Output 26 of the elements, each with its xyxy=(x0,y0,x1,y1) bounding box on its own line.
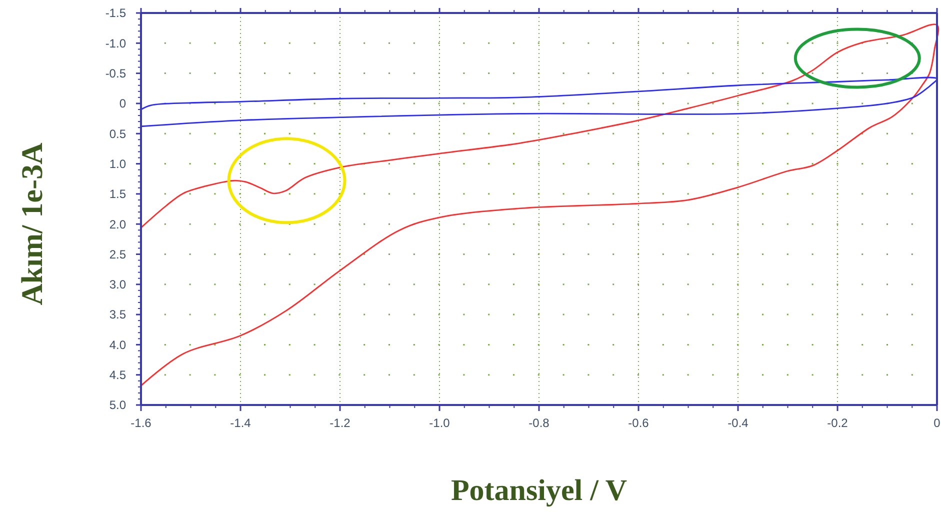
line-series xyxy=(140,24,938,386)
y-tick-label: -0.5 xyxy=(105,66,126,81)
x-tick-label: 0 xyxy=(934,416,941,430)
y-tick-label: 5.0 xyxy=(109,398,126,412)
x-tick-label: -0.4 xyxy=(728,416,749,430)
y-tick-label: 2.0 xyxy=(109,217,126,232)
y-tick-label: 0 xyxy=(119,96,126,111)
y-tick-label: 2.5 xyxy=(109,247,126,262)
x-tick-label: -1.4 xyxy=(230,416,252,430)
x-tick-label: -0.8 xyxy=(528,416,550,430)
y-tick-label: 3.5 xyxy=(109,308,126,322)
y-tick-label: -1.5 xyxy=(105,6,126,20)
y-tick-label: -1.0 xyxy=(105,36,126,50)
x-tick-label: -1.2 xyxy=(330,416,351,430)
y-tick-label: 1.0 xyxy=(109,156,126,171)
y-tick-label: 4.5 xyxy=(109,368,126,382)
y-tick-label: 4.0 xyxy=(109,338,126,352)
x-tick-label: -1.6 xyxy=(130,416,152,430)
x-tick-label: -1.0 xyxy=(429,416,450,430)
x-tick-label: -0.6 xyxy=(628,416,650,430)
y-tick-label: 0.5 xyxy=(109,126,126,141)
y-axis-title: Akım/ 1e-3A xyxy=(16,142,49,306)
x-axis-title: Potansiyel / V xyxy=(450,474,628,507)
y-tick-label: 1.5 xyxy=(109,187,126,202)
x-tick-label: -0.2 xyxy=(827,416,848,430)
y-tick-label: 3.0 xyxy=(109,278,126,292)
